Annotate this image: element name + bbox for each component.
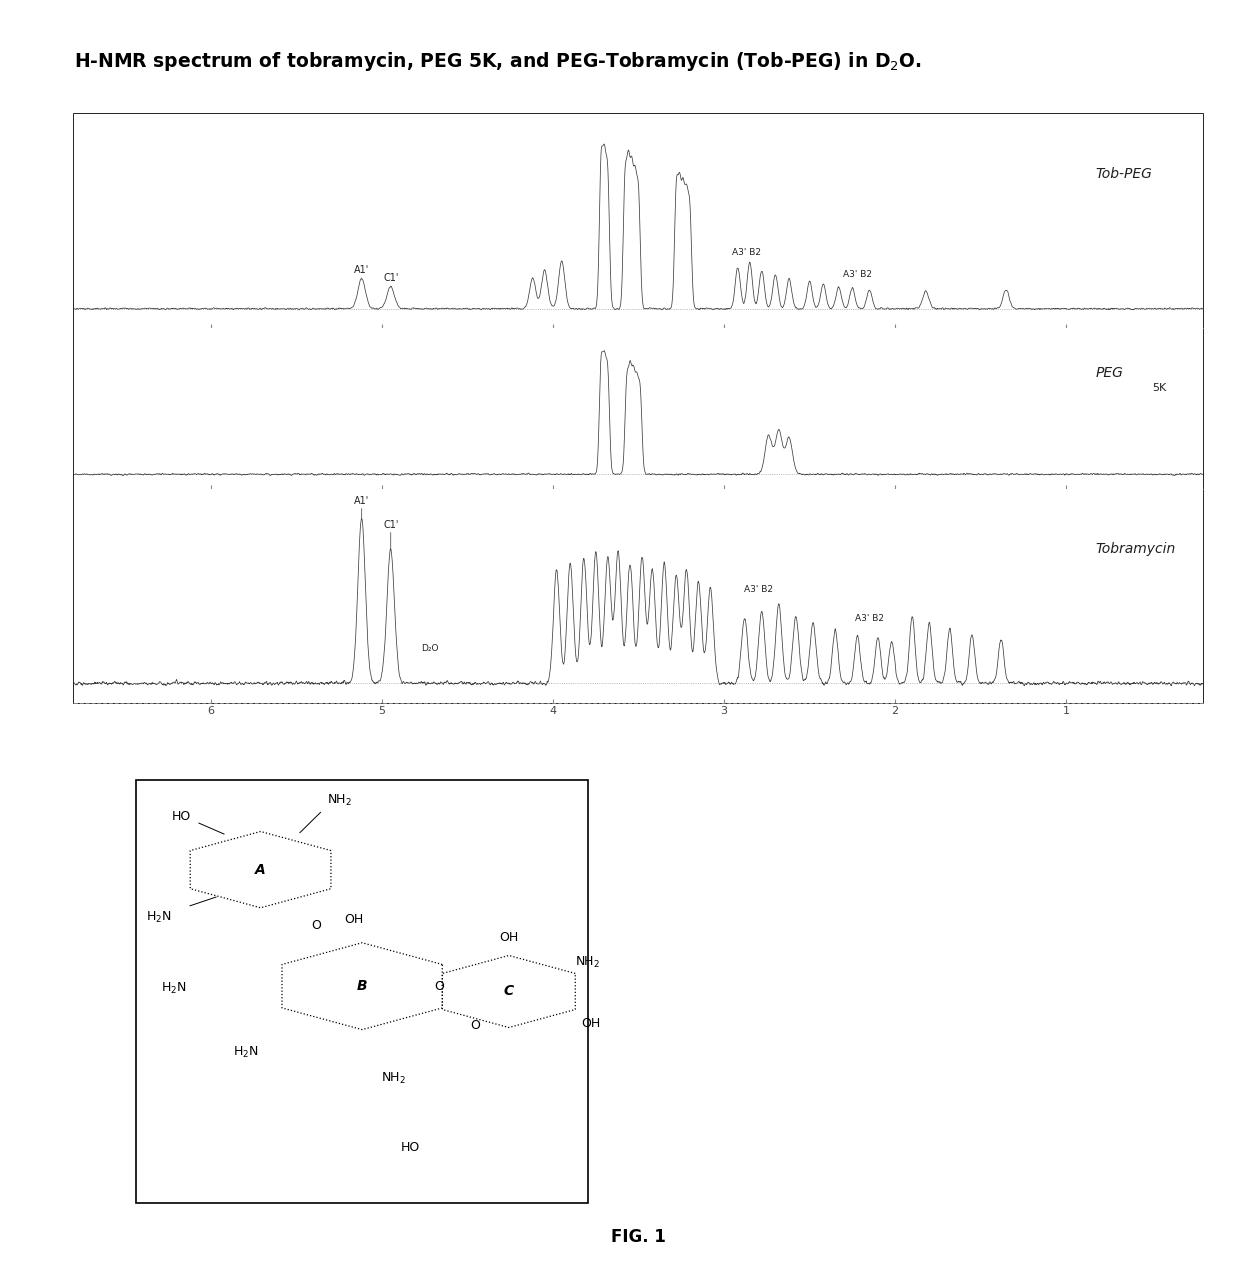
Text: OH: OH	[345, 913, 363, 926]
Text: A: A	[255, 863, 265, 877]
Text: H-NMR spectrum of tobramycin, PEG 5K, and PEG-Tobramycin (Tob-PEG) in D$_2$O.: H-NMR spectrum of tobramycin, PEG 5K, an…	[74, 50, 923, 73]
Text: Tob-PEG: Tob-PEG	[1096, 168, 1152, 181]
Text: FIG. 1: FIG. 1	[611, 1228, 666, 1246]
Text: B: B	[357, 979, 367, 994]
Text: A3' B2: A3' B2	[744, 585, 773, 594]
Text: HO: HO	[401, 1141, 420, 1154]
Text: OH: OH	[500, 931, 518, 944]
FancyBboxPatch shape	[74, 114, 1203, 703]
X-axis label: ppm: ppm	[626, 504, 651, 513]
Text: O: O	[470, 1019, 480, 1032]
Text: NH$_2$: NH$_2$	[575, 955, 600, 970]
Text: NH$_2$: NH$_2$	[381, 1072, 407, 1086]
FancyBboxPatch shape	[136, 779, 588, 1204]
Text: OH: OH	[582, 1017, 601, 1029]
Text: H$_2$N: H$_2$N	[233, 1045, 259, 1060]
Text: C1': C1'	[383, 519, 398, 549]
Text: A1': A1'	[353, 265, 370, 278]
Text: C: C	[503, 985, 513, 999]
Text: H$_2$N: H$_2$N	[146, 910, 172, 924]
Text: 5K: 5K	[1152, 383, 1167, 392]
Text: H$_2$N: H$_2$N	[161, 981, 186, 996]
Text: Tobramycin: Tobramycin	[1096, 542, 1176, 556]
Text: C1': C1'	[383, 273, 398, 287]
Text: HO: HO	[172, 810, 191, 823]
Text: NH$_2$: NH$_2$	[327, 794, 352, 809]
Text: O: O	[434, 979, 444, 992]
Text: A3' B2: A3' B2	[854, 614, 884, 623]
Text: A3' B2: A3' B2	[732, 247, 761, 256]
Text: A3' B2: A3' B2	[843, 269, 872, 278]
Text: A1': A1'	[353, 496, 370, 519]
Text: PEG: PEG	[1096, 367, 1123, 381]
Text: O: O	[311, 919, 321, 932]
Text: D₂O: D₂O	[422, 645, 439, 654]
